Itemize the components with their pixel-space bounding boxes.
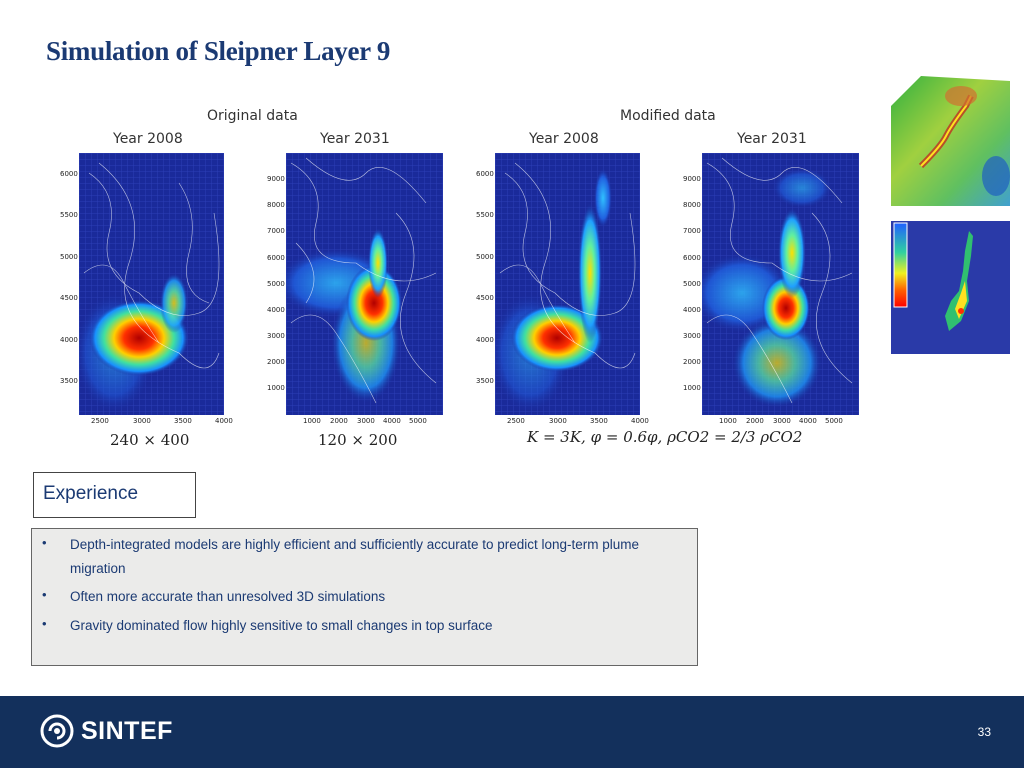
panel-4-year: Year 2031 xyxy=(737,131,807,147)
bullet-dot: • xyxy=(42,587,47,602)
grid-size-coarse: 120 × 200 xyxy=(318,431,398,449)
p3-ytick: 4000 xyxy=(476,336,494,344)
experience-heading: Experience xyxy=(43,483,139,504)
plot-original-2031 xyxy=(286,153,443,415)
bullet-dot: • xyxy=(42,535,47,550)
p1-ytick: 5000 xyxy=(60,253,78,261)
p2-ytick: 4000 xyxy=(267,306,285,314)
p1-xtick: 3000 xyxy=(133,417,151,425)
p4-xtick: 3000 xyxy=(773,417,791,425)
p4-ytick: 6000 xyxy=(683,254,701,262)
p2-xtick: 4000 xyxy=(383,417,401,425)
p2-ytick: 8000 xyxy=(267,201,285,209)
p4-xtick: 5000 xyxy=(825,417,843,425)
sintef-logo: SINTEF xyxy=(40,714,173,748)
page-number: 33 xyxy=(977,725,991,739)
p2-xtick: 1000 xyxy=(303,417,321,425)
p1-ytick: 3500 xyxy=(60,377,78,385)
p4-ytick: 3000 xyxy=(683,332,701,340)
p4-ytick: 9000 xyxy=(683,175,701,183)
p1-ytick: 5500 xyxy=(60,211,78,219)
plot-original-2008 xyxy=(79,153,224,415)
plot-modified-2031 xyxy=(702,153,859,415)
experience-bullets: • Depth-integrated models are highly eff… xyxy=(31,528,698,666)
p1-xtick: 4000 xyxy=(215,417,233,425)
p3-xtick: 4000 xyxy=(631,417,649,425)
p1-ytick: 6000 xyxy=(60,170,78,178)
p2-ytick: 2000 xyxy=(267,358,285,366)
p2-xtick: 2000 xyxy=(330,417,348,425)
p3-ytick: 5000 xyxy=(476,253,494,261)
p3-ytick: 4500 xyxy=(476,294,494,302)
p1-ytick: 4000 xyxy=(60,336,78,344)
sintef-logo-icon xyxy=(40,714,74,748)
bullet-dot: • xyxy=(42,616,47,631)
panel-3-year: Year 2008 xyxy=(529,131,599,147)
brand-name: SINTEF xyxy=(81,716,173,745)
p2-xtick: 3000 xyxy=(357,417,375,425)
p4-ytick: 8000 xyxy=(683,201,701,209)
p4-xtick: 1000 xyxy=(719,417,737,425)
experience-heading-box: Experience xyxy=(33,472,196,518)
bullet-item: Gravity dominated flow highly sensitive … xyxy=(70,618,493,633)
modified-data-label: Modified data xyxy=(620,108,716,124)
panel-2-year: Year 2031 xyxy=(320,131,390,147)
p3-ytick: 3500 xyxy=(476,377,494,385)
p2-ytick: 7000 xyxy=(267,227,285,235)
p2-ytick: 9000 xyxy=(267,175,285,183)
terrain-3d-thumbnail xyxy=(891,76,1010,211)
p2-ytick: 3000 xyxy=(267,332,285,340)
slide-title: Simulation of Sleipner Layer 9 xyxy=(46,36,391,66)
p4-ytick: 4000 xyxy=(683,306,701,314)
p3-xtick: 3000 xyxy=(549,417,567,425)
p1-xtick: 2500 xyxy=(91,417,109,425)
original-data-label: Original data xyxy=(207,108,298,124)
panel-1-year: Year 2008 xyxy=(113,131,183,147)
p4-xtick: 2000 xyxy=(746,417,764,425)
p4-ytick: 5000 xyxy=(683,280,701,288)
saturation-map-thumbnail xyxy=(891,221,1010,359)
p4-ytick: 7000 xyxy=(683,227,701,235)
parameter-formula: K = 3K, φ = 0.6φ, ρCO2 = 2/3 ρCO2 xyxy=(527,428,803,446)
grid-size-fine: 240 × 400 xyxy=(110,431,190,449)
p1-ytick: 4500 xyxy=(60,294,78,302)
p2-xtick: 5000 xyxy=(409,417,427,425)
p3-ytick: 5500 xyxy=(476,211,494,219)
footer-bar: SINTEF 33 xyxy=(0,696,1024,768)
p4-ytick: 2000 xyxy=(683,358,701,366)
p2-ytick: 6000 xyxy=(267,254,285,262)
p1-xtick: 3500 xyxy=(174,417,192,425)
bullet-item: Often more accurate than unresolved 3D s… xyxy=(70,589,386,604)
plot-modified-2008 xyxy=(495,153,640,415)
p2-ytick: 5000 xyxy=(267,280,285,288)
p2-ytick: 1000 xyxy=(267,384,285,392)
p4-ytick: 1000 xyxy=(683,384,701,392)
p3-xtick: 3500 xyxy=(590,417,608,425)
bullet-item: Depth-integrated models are highly effic… xyxy=(70,537,640,576)
p3-xtick: 2500 xyxy=(507,417,525,425)
p4-xtick: 4000 xyxy=(799,417,817,425)
p3-ytick: 6000 xyxy=(476,170,494,178)
